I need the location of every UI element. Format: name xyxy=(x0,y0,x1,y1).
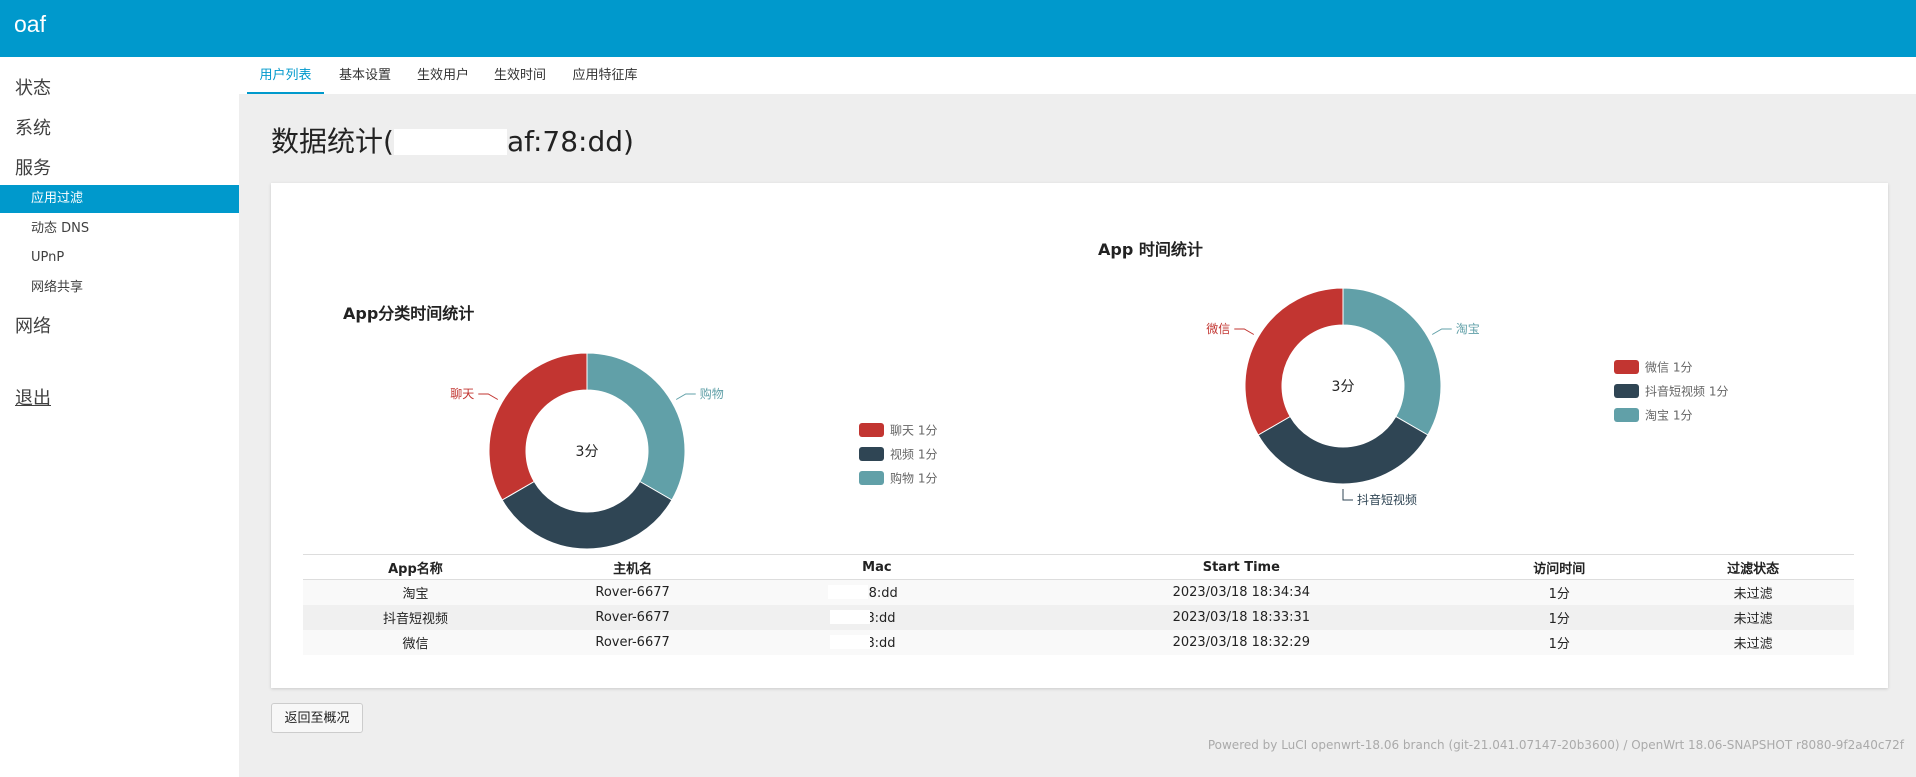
cell-start: 2023/03/18 18:33:31 xyxy=(1016,605,1467,630)
legend-label[interactable]: 视频 1分 xyxy=(890,447,937,462)
tab-active-time[interactable]: 生效时间 xyxy=(493,68,546,83)
cell-host: Rover-6677 xyxy=(527,605,738,630)
pie-slice[interactable] xyxy=(488,352,588,501)
nav-ddns[interactable]: 动态 DNS xyxy=(31,221,90,236)
col-hostname: 主机名 xyxy=(527,554,738,580)
redacted-mask xyxy=(830,634,871,649)
redacted-mask xyxy=(830,609,871,624)
pie-label: 购物 xyxy=(700,386,724,401)
pie-label: 聊天 xyxy=(450,387,474,401)
cell-host: Rover-6677 xyxy=(527,579,738,605)
nav-app-filter[interactable]: 应用过滤 xyxy=(0,185,239,213)
nav-services[interactable]: 服务 xyxy=(15,158,51,179)
cell-host: Rover-6677 xyxy=(527,630,738,655)
stats-table: App名称 主机名 Mac Start Time 访问时间 过滤状态 淘宝 Ro… xyxy=(303,554,1854,655)
cell-duration: 1分 xyxy=(1466,605,1653,630)
redacted-mask xyxy=(393,129,507,155)
legend-label[interactable]: 聊天 1分 xyxy=(890,424,937,438)
nav-system[interactable]: 系统 xyxy=(15,118,51,139)
cell-mac: :78:dd xyxy=(737,579,1017,605)
legend-label[interactable]: 淘宝 1分 xyxy=(1645,409,1692,423)
col-duration: 访问时间 xyxy=(1466,554,1653,580)
col-start-time: Start Time xyxy=(1016,554,1467,580)
cell-duration: 1分 xyxy=(1466,630,1653,655)
footer-powered-by: Powered by LuCI openwrt-18.06 branch (gi… xyxy=(1207,738,1904,752)
pie-label: 微信 xyxy=(1206,322,1230,336)
cell-app: 淘宝 xyxy=(303,579,528,605)
pie-label-line xyxy=(1234,328,1255,335)
legend-swatch[interactable] xyxy=(1614,384,1639,398)
table-header-row: App名称 主机名 Mac Start Time 访问时间 过滤状态 xyxy=(303,554,1854,580)
legend-label[interactable]: 购物 1分 xyxy=(890,471,937,486)
tab-active-users[interactable]: 生效用户 xyxy=(416,68,469,83)
pie-label-line xyxy=(675,393,696,400)
cell-mac: 78:dd xyxy=(737,630,1017,655)
col-filter-status: 过滤状态 xyxy=(1652,554,1854,580)
table-row: 淘宝 Rover-6677 :78:dd 2023/03/18 18:34:34… xyxy=(303,579,1854,605)
pie-slice[interactable] xyxy=(1244,287,1344,436)
tab-bar: 用户列表 基本设置 生效用户 生效时间 应用特征库 xyxy=(239,57,1916,94)
cell-app: 微信 xyxy=(303,630,528,655)
cell-mac: 78:dd xyxy=(737,605,1017,630)
nav-status[interactable]: 状态 xyxy=(15,78,51,99)
legend-label[interactable]: 微信 1分 xyxy=(1645,361,1692,375)
legend-swatch[interactable] xyxy=(859,447,884,461)
pie-label-line xyxy=(1431,328,1452,335)
nav-network[interactable]: 网络 xyxy=(15,316,51,337)
cell-app: 抖音短视频 xyxy=(303,605,528,630)
sidebar: 状态 系统 服务 应用过滤 动态 DNS UPnP 网络共享 网络 退出 xyxy=(0,57,239,777)
legend-swatch[interactable] xyxy=(1614,360,1639,374)
pie-center-label: 3分 xyxy=(576,444,599,460)
pie-slice[interactable] xyxy=(1257,415,1429,485)
pie-label-line xyxy=(478,393,499,400)
legend-swatch[interactable] xyxy=(859,471,884,485)
col-mac: Mac xyxy=(737,554,1017,580)
legend-swatch[interactable] xyxy=(1614,408,1639,422)
tab-basic-settings[interactable]: 基本设置 xyxy=(338,68,391,83)
nav-upnp[interactable]: UPnP xyxy=(31,250,65,265)
brand-logo[interactable]: oaf xyxy=(14,11,46,37)
page-title-prefix: 数据统计( xyxy=(271,125,394,158)
page-title: 数据统计( af:78:dd) xyxy=(271,120,634,160)
pie-label: 淘宝 xyxy=(1456,322,1480,336)
pie-label: 抖音短视频 xyxy=(1357,492,1417,507)
pie-slice[interactable] xyxy=(501,480,673,550)
legend-swatch[interactable] xyxy=(859,423,884,437)
nav-network-share[interactable]: 网络共享 xyxy=(31,280,84,295)
cell-status: 未过滤 xyxy=(1652,630,1854,655)
cell-status: 未过滤 xyxy=(1652,605,1854,630)
redacted-mask xyxy=(827,584,868,599)
col-app-name: App名称 xyxy=(303,554,528,580)
table-row: 抖音短视频 Rover-6677 78:dd 2023/03/18 18:33:… xyxy=(303,605,1854,630)
table-row: 微信 Rover-6677 78:dd 2023/03/18 18:32:29 … xyxy=(303,630,1854,655)
cell-start: 2023/03/18 18:34:34 xyxy=(1016,579,1467,605)
cell-duration: 1分 xyxy=(1466,579,1653,605)
back-to-overview-button[interactable]: 返回至概况 xyxy=(271,703,363,733)
chart-title-app: App 时间统计 xyxy=(1098,240,1203,259)
top-bar: oaf xyxy=(0,0,1916,57)
pie-label-line xyxy=(1342,489,1353,501)
nav-logout[interactable]: 退出 xyxy=(15,388,51,409)
legend-label[interactable]: 抖音短视频 1分 xyxy=(1645,384,1728,399)
pie-slice[interactable] xyxy=(586,352,686,501)
pie-center-label: 3分 xyxy=(1332,379,1355,395)
cell-start: 2023/03/18 18:32:29 xyxy=(1016,630,1467,655)
tab-user-list[interactable]: 用户列表 xyxy=(247,57,324,94)
page-title-suffix: af:78:dd) xyxy=(506,125,634,158)
chart-title-category: App分类时间统计 xyxy=(343,304,475,323)
tab-app-library[interactable]: 应用特征库 xyxy=(572,68,638,83)
cell-status: 未过滤 xyxy=(1652,579,1854,605)
pie-slice[interactable] xyxy=(1342,287,1442,436)
